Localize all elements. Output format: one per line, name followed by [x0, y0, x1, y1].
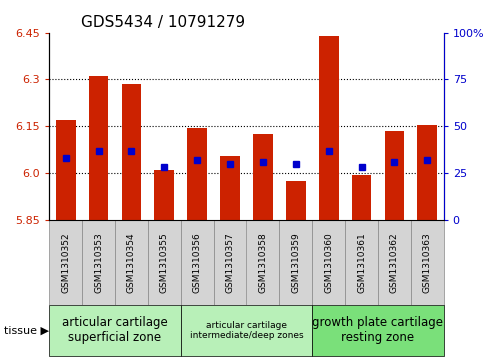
Bar — [49, 220, 82, 305]
Bar — [352, 175, 371, 220]
Bar — [286, 181, 306, 220]
Text: GSM1310356: GSM1310356 — [193, 232, 202, 293]
Bar — [49, 305, 181, 356]
Bar — [280, 220, 312, 305]
Text: GSM1310361: GSM1310361 — [357, 232, 366, 293]
Text: GSM1310358: GSM1310358 — [258, 232, 267, 293]
Bar — [418, 125, 437, 220]
Bar — [220, 156, 240, 220]
Text: GSM1310354: GSM1310354 — [127, 232, 136, 293]
Text: GSM1310353: GSM1310353 — [94, 232, 103, 293]
Text: GSM1310360: GSM1310360 — [324, 232, 333, 293]
Text: GSM1310362: GSM1310362 — [390, 232, 399, 293]
Text: tissue ▶: tissue ▶ — [4, 325, 49, 335]
Text: GSM1310357: GSM1310357 — [226, 232, 235, 293]
Bar — [181, 220, 213, 305]
Text: growth plate cartilage
resting zone: growth plate cartilage resting zone — [313, 316, 444, 344]
Bar — [115, 220, 148, 305]
Bar — [122, 84, 141, 220]
Bar — [187, 128, 207, 220]
Text: articular cartilage
superficial zone: articular cartilage superficial zone — [62, 316, 168, 344]
Text: GSM1310352: GSM1310352 — [61, 232, 70, 293]
Bar — [312, 305, 444, 356]
Bar — [319, 36, 339, 220]
Bar — [411, 220, 444, 305]
Bar — [385, 131, 404, 220]
Bar — [312, 220, 345, 305]
Text: articular cartilage
intermediate/deep zones: articular cartilage intermediate/deep zo… — [190, 321, 303, 340]
Text: GSM1310363: GSM1310363 — [423, 232, 432, 293]
Bar — [82, 220, 115, 305]
Bar — [56, 120, 75, 220]
Bar — [345, 220, 378, 305]
Bar — [181, 305, 312, 356]
Bar — [89, 76, 108, 220]
Text: GSM1310355: GSM1310355 — [160, 232, 169, 293]
Bar — [154, 170, 174, 220]
Bar — [246, 220, 280, 305]
Text: GDS5434 / 10791279: GDS5434 / 10791279 — [81, 15, 245, 30]
Bar — [378, 220, 411, 305]
Text: GSM1310359: GSM1310359 — [291, 232, 300, 293]
Bar — [148, 220, 181, 305]
Bar — [253, 134, 273, 220]
Bar — [213, 220, 246, 305]
